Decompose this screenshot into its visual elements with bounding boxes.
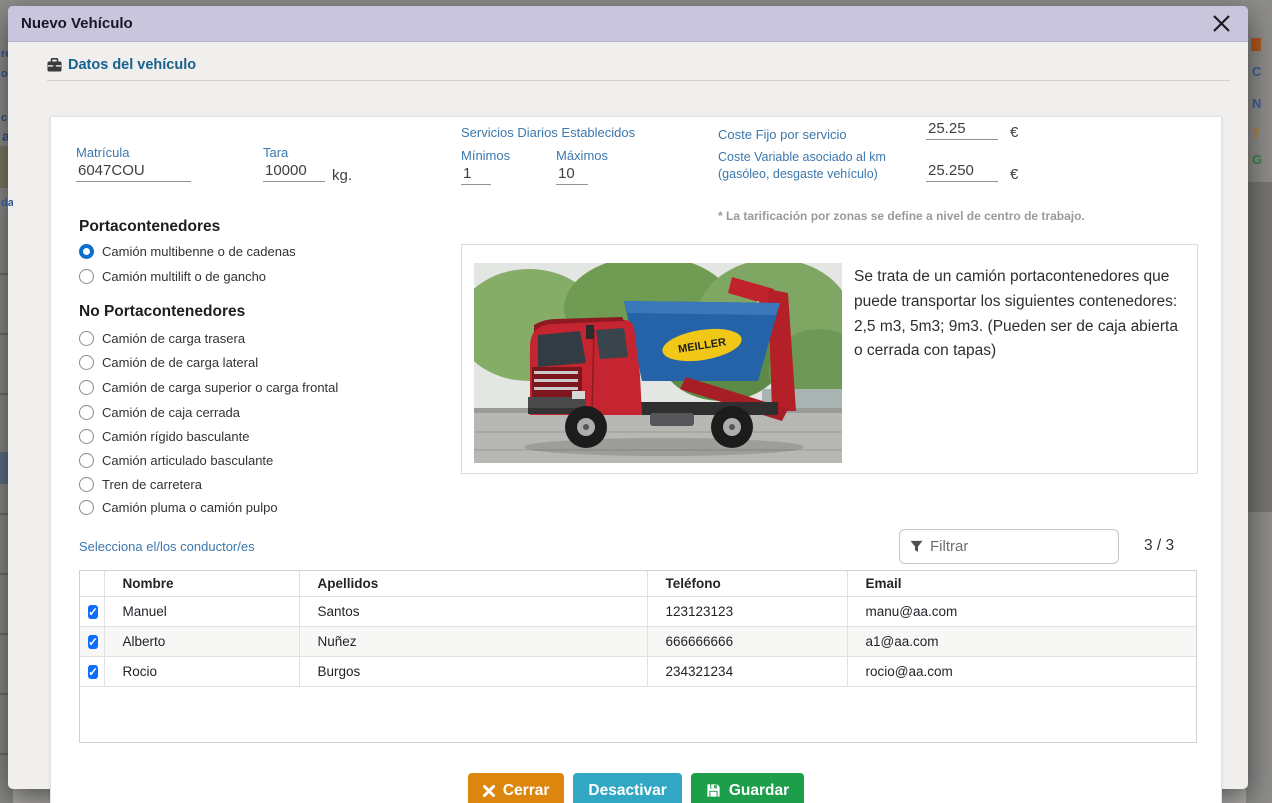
close-x-icon [482, 784, 495, 797]
radio-rigido-basculante[interactable]: Camión rígido basculante [79, 429, 249, 444]
close-icon [1212, 15, 1230, 32]
group-portacontenedores-title: Portacontenedores [79, 218, 221, 235]
background-right-strip: C N T G [1246, 0, 1272, 803]
background-block [1246, 182, 1272, 512]
truck-photo: MEILLER [474, 263, 842, 463]
radio-pluma-pulpo[interactable]: Camión pluma o camión pulpo [79, 500, 278, 515]
table-header-row: Nombre Apellidos Teléfono Email [80, 571, 1196, 597]
radio-icon [79, 269, 94, 284]
matricula-label: Matrícula [76, 145, 130, 160]
new-vehicle-modal: Nuevo Vehículo Datos del vehículo Matríc… [8, 6, 1248, 803]
radio-articulado-basculante[interactable]: Camión articulado basculante [79, 453, 273, 468]
tara-input[interactable] [263, 162, 325, 182]
section-header: Datos del vehículo [47, 57, 1230, 81]
radio-camion-multilift[interactable]: Camión multilift o de gancho [79, 269, 266, 284]
drivers-table: Nombre Apellidos Teléfono Email ✓ Manuel… [79, 570, 1197, 743]
matricula-input[interactable] [76, 162, 191, 182]
maximos-label: Máximos [556, 148, 609, 163]
radio-tren-carretera[interactable]: Tren de carretera [79, 477, 202, 492]
radio-carga-superior[interactable]: Camión de carga superior o carga frontal [79, 380, 338, 395]
drivers-filter [899, 529, 1119, 564]
vehicle-description: Se trata de un camión portacontenedores … [854, 268, 1178, 360]
vehicle-info-box: MEILLER [461, 244, 1198, 474]
row-checkbox-checked[interactable]: ✓ [88, 665, 99, 679]
radio-carga-lateral[interactable]: Camión de de carga lateral [79, 355, 258, 370]
tarification-note: * La tarificación por zonas se define a … [718, 209, 1085, 223]
coste-fijo-currency: € [1010, 124, 1019, 141]
filter-funnel-icon [910, 540, 923, 552]
modal-body: Datos del vehículo Matrícula Tara kg. Se… [8, 42, 1248, 803]
modal-actions: Cerrar Desactivar Guardar [51, 773, 1221, 803]
desactivar-button[interactable]: Desactivar [573, 773, 682, 803]
radio-caja-cerrada[interactable]: Camión de caja cerrada [79, 405, 240, 420]
guardar-button[interactable]: Guardar [690, 773, 805, 803]
minimos-label: Mínimos [461, 148, 511, 163]
radio-camion-multibenne[interactable]: Camión multibenne o de cadenas [79, 244, 296, 259]
coste-fijo-input[interactable] [926, 120, 998, 140]
modal-header: Nuevo Vehículo [8, 6, 1248, 42]
column-header-email: Email [846, 571, 1196, 597]
background-button-fragment [1251, 38, 1261, 51]
filter-input[interactable] [930, 538, 1090, 555]
save-floppy-icon [707, 784, 720, 797]
table-row-alberto[interactable]: ✓ Alberto Nuñez 666666666 a1@aa.com [80, 626, 1196, 657]
row-checkbox-checked[interactable]: ✓ [88, 605, 99, 619]
row-checkbox-checked[interactable]: ✓ [88, 635, 99, 649]
checkbox-column-header [80, 571, 105, 597]
group-no-portacontenedores-title: No Portacontenedores [79, 303, 246, 320]
tara-label: Tara [263, 145, 289, 160]
coste-variable-currency: € [1010, 166, 1019, 183]
maximos-input[interactable] [556, 165, 588, 185]
table-row-rocio[interactable]: ✓ Rocio Burgos 234321234 rocio@aa.com [80, 656, 1196, 687]
column-header-telefono: Teléfono [646, 571, 848, 597]
drivers-count: 3 / 3 [1144, 537, 1175, 554]
coste-variable-input[interactable] [926, 162, 998, 182]
briefcase-icon [47, 58, 62, 72]
coste-variable-label-1: Coste Variable asociado al km [718, 150, 886, 164]
close-button[interactable] [1208, 11, 1234, 37]
vehicle-form-card: Matrícula Tara kg. Servicios Diarios Est… [50, 116, 1222, 803]
column-header-nombre: Nombre [103, 571, 300, 597]
servicios-label: Servicios Diarios Establecidos [461, 125, 636, 140]
drivers-label: Selecciona el/los conductor/es [79, 539, 255, 554]
modal-title: Nuevo Vehículo [21, 15, 133, 32]
background-top-strip [13, 0, 1246, 6]
coste-fijo-label: Coste Fijo por servicio [718, 127, 847, 142]
radio-carga-trasera[interactable]: Camión de carga trasera [79, 331, 245, 346]
column-header-apellidos: Apellidos [298, 571, 648, 597]
minimos-input[interactable] [461, 165, 491, 185]
radio-selected-icon [79, 244, 94, 259]
tara-unit: kg. [332, 167, 353, 184]
cerrar-button[interactable]: Cerrar [467, 773, 565, 803]
coste-variable-label-2: (gasóleo, desgaste vehículo) [718, 167, 878, 181]
section-title: Datos del vehículo [68, 57, 197, 73]
table-row-manuel[interactable]: ✓ Manuel Santos 123123123 manu@aa.com [80, 596, 1196, 627]
